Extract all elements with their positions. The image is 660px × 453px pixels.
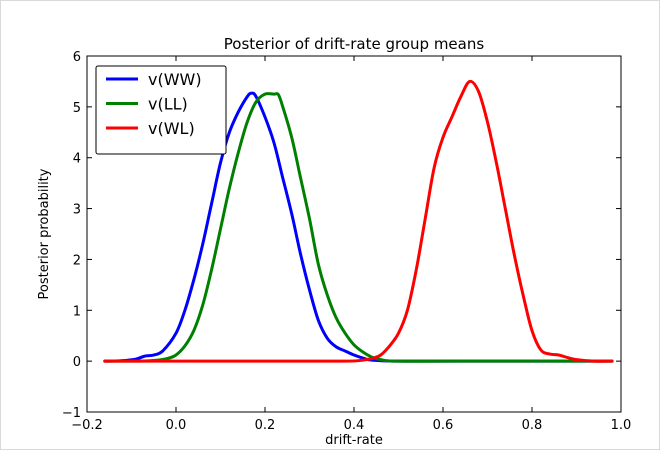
y-tick-label: 0 — [73, 355, 81, 370]
y-tick-label: 3 — [73, 203, 81, 218]
series-line-3 — [103, 79, 614, 363]
x-tick-label: 0.2 — [255, 418, 276, 433]
legend-label: v(WL) — [148, 119, 195, 138]
legend: v(WW) v(LL) v(WL) — [95, 65, 227, 155]
x-tick-label: 1.0 — [611, 418, 632, 433]
legend-label: v(WW) — [148, 70, 202, 89]
y-axis-label: Posterior probability — [37, 168, 52, 299]
x-tick-label: 0.0 — [166, 418, 187, 433]
x-tick-label: 0.8 — [522, 418, 543, 433]
y-tick-label: 2 — [73, 253, 81, 268]
plot-area-border — [86, 55, 622, 413]
y-tick-label: 1 — [73, 304, 81, 319]
x-axis-label: drift-rate — [325, 433, 383, 448]
chart-title: Posterior of drift-rate group means — [224, 35, 485, 53]
x-tick-label: 0.4 — [344, 418, 365, 433]
series-line-1 — [103, 91, 614, 363]
series-lines — [103, 79, 614, 363]
legend-label: v(LL) — [148, 95, 188, 114]
legend-box — [95, 65, 227, 155]
x-tick-label: −0.2 — [71, 418, 103, 433]
x-tick-label: 0.6 — [433, 418, 454, 433]
y-tick-label: 5 — [73, 101, 81, 116]
y-tick-label: 6 — [73, 50, 81, 65]
y-tick-label: 4 — [73, 152, 81, 167]
y-tick-label: −1 — [62, 406, 81, 421]
